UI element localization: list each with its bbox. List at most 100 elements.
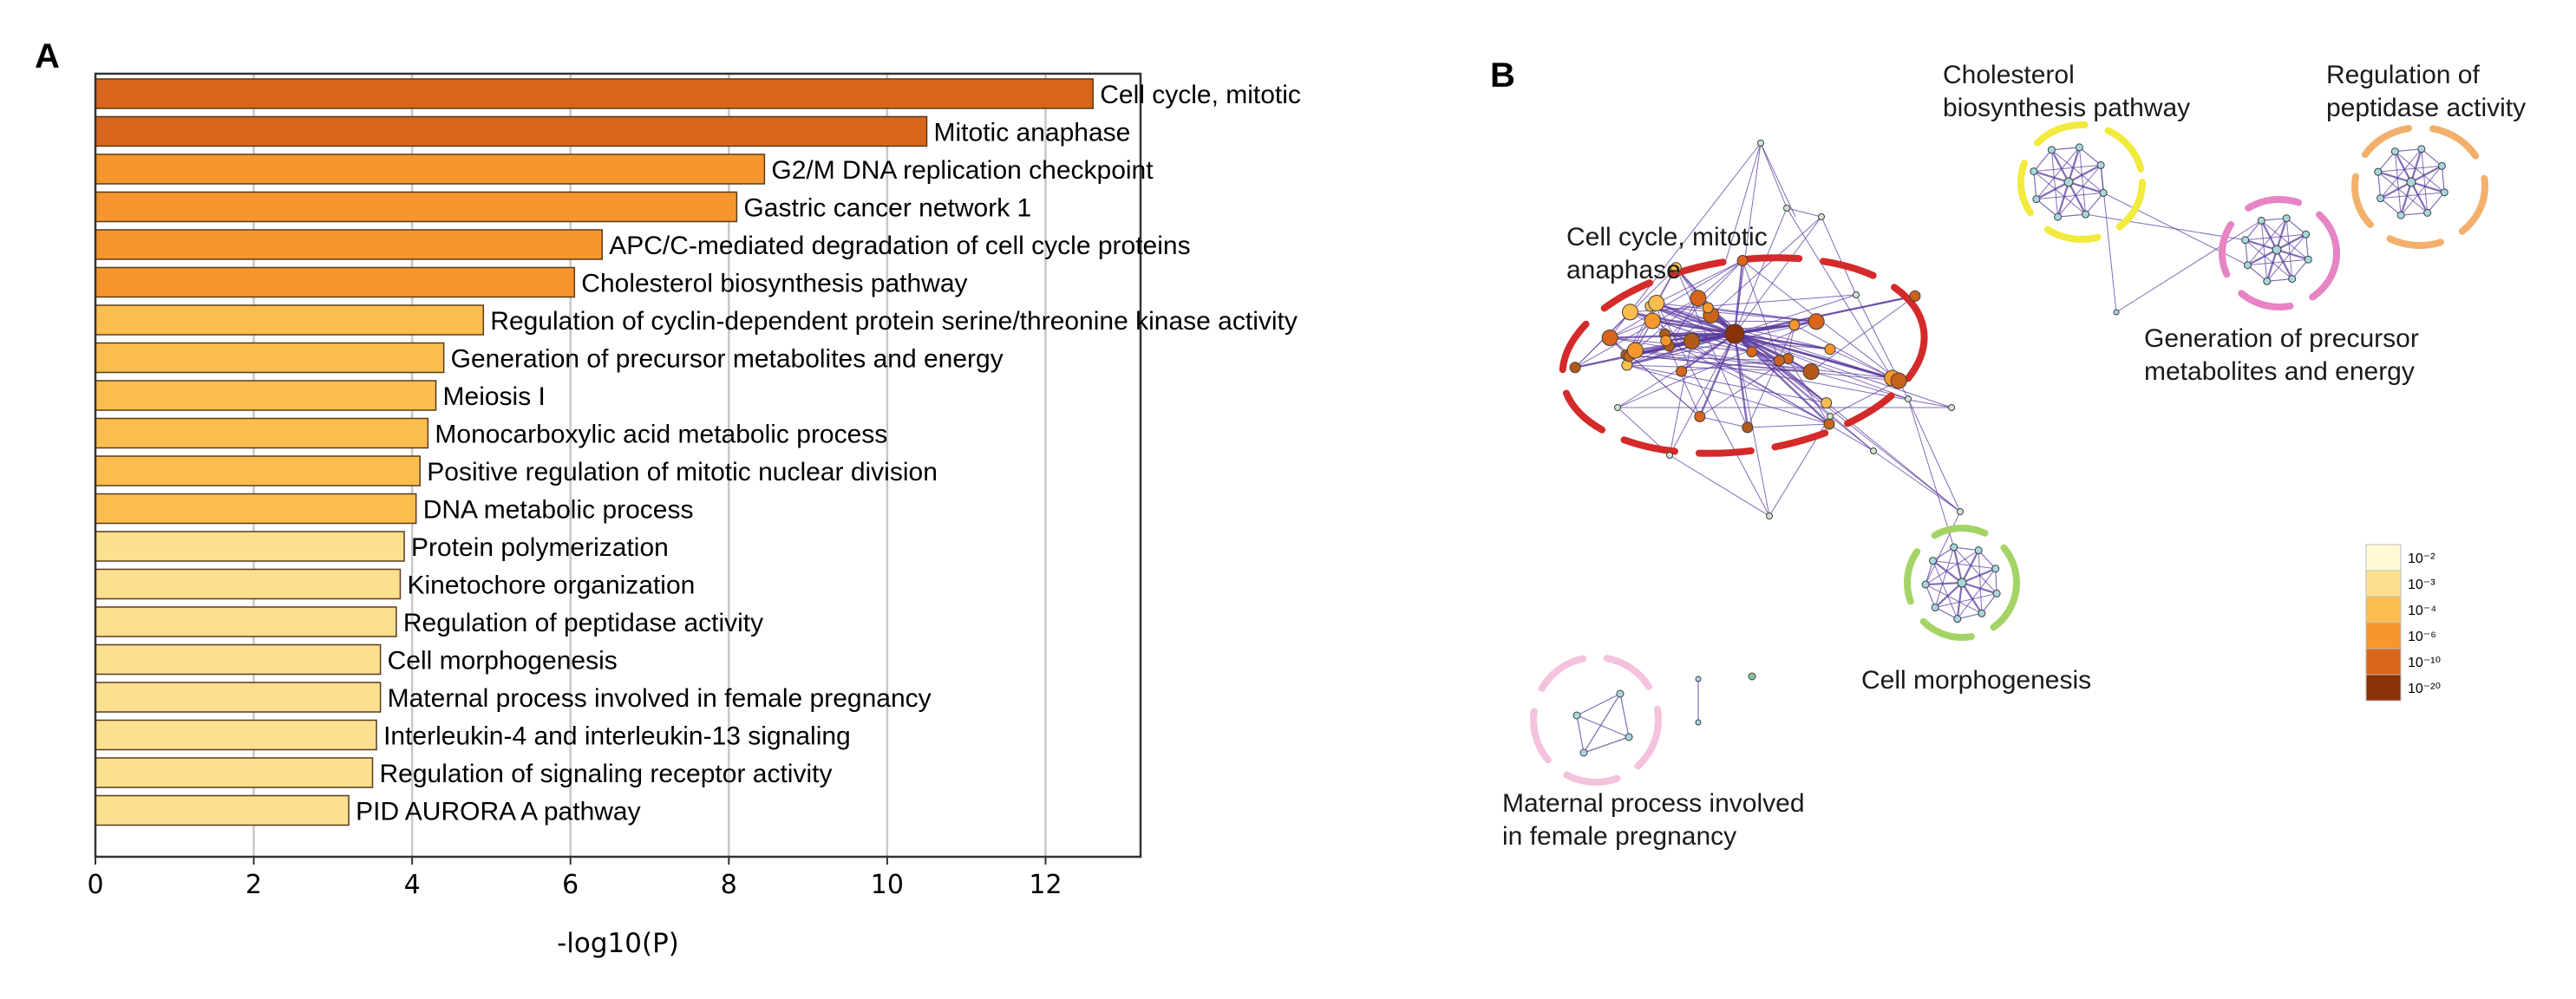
bar bbox=[95, 455, 422, 486]
network-node bbox=[1921, 580, 1930, 589]
network-edge bbox=[2400, 166, 2442, 216]
network-edge bbox=[2100, 165, 2117, 313]
network-node bbox=[1931, 604, 1939, 612]
network-edge bbox=[1734, 332, 1812, 373]
network-node bbox=[2288, 275, 2297, 284]
bar-label: Cell morphogenesis bbox=[388, 647, 618, 676]
cluster-label: Cholesterol bbox=[1943, 61, 2075, 89]
network-edge bbox=[2245, 238, 2278, 251]
network-edge bbox=[1650, 305, 1780, 362]
bar-label: G2/M DNA replication checkpoint bbox=[771, 156, 1154, 185]
network-edge bbox=[1925, 550, 1979, 585]
cluster-labels: Cell cycle, mitotic anaphase Cholesterol bi… bbox=[1502, 61, 2526, 851]
bar bbox=[95, 417, 429, 449]
network-edge bbox=[1734, 294, 1857, 335]
network-edge bbox=[1628, 267, 1677, 357]
network-edge bbox=[1932, 560, 1996, 570]
bar bbox=[95, 719, 377, 751]
bar-label: APC/C-mediated degradation of cell cycle… bbox=[609, 232, 1190, 260]
bar-label: Generation of precursor metabolites and … bbox=[451, 345, 1004, 374]
network-edge bbox=[1576, 715, 1630, 738]
x-axis-title: -log10(P) bbox=[557, 928, 679, 959]
network-edge bbox=[2057, 213, 2086, 218]
bar bbox=[95, 682, 382, 713]
network-edge bbox=[2056, 181, 2070, 218]
network-edge bbox=[1961, 567, 1997, 584]
bar-label: Regulation of cyclin-dependent protein s… bbox=[490, 307, 1298, 336]
network-node bbox=[1670, 262, 1682, 274]
network-edge bbox=[1626, 364, 1830, 425]
network-node bbox=[1748, 672, 1756, 681]
network-edge bbox=[1961, 581, 1997, 595]
cluster-label: in female pregnancy bbox=[1502, 822, 1736, 851]
network-node bbox=[1905, 395, 1912, 402]
network-edge bbox=[2409, 148, 2422, 183]
panel-a-bar-chart: 0 2 4 6 8 10 12 Cell cycle, mitotic Mitotic ana… bbox=[87, 72, 1301, 959]
network-edge bbox=[1699, 415, 1748, 428]
bars bbox=[95, 78, 1094, 826]
network-edge bbox=[1925, 584, 1982, 614]
network-edge bbox=[1656, 303, 1770, 517]
network-edge bbox=[2036, 199, 2058, 218]
cluster-label: Generation of precursor bbox=[2144, 324, 2419, 353]
network-node bbox=[1788, 319, 1801, 331]
network-node bbox=[2054, 212, 2063, 221]
network-node bbox=[1821, 397, 1833, 409]
network-node bbox=[2243, 261, 2252, 270]
network-edge bbox=[1656, 302, 1899, 382]
network-edge bbox=[2380, 181, 2412, 199]
network-node bbox=[2440, 188, 2449, 197]
network-edge bbox=[1665, 340, 1830, 425]
network-edge bbox=[1934, 607, 1958, 620]
network-node bbox=[1992, 589, 2001, 597]
network-node bbox=[1808, 313, 1825, 330]
network-edge bbox=[1932, 559, 1963, 584]
network-node bbox=[1948, 404, 1955, 411]
network-node bbox=[2374, 167, 2383, 176]
network-node bbox=[2241, 236, 2250, 245]
network-edge bbox=[1629, 356, 1780, 362]
network-edge bbox=[2078, 147, 2087, 215]
network-edge bbox=[2377, 151, 2396, 173]
network-edge bbox=[1981, 593, 1997, 614]
network-node bbox=[2396, 211, 2405, 219]
network-node bbox=[1950, 543, 1958, 552]
network-node bbox=[2047, 146, 2056, 154]
network-node bbox=[1818, 213, 1825, 220]
network-edge bbox=[2266, 233, 2306, 282]
plot-frame bbox=[94, 72, 1142, 859]
bar bbox=[95, 78, 1094, 109]
network-edge bbox=[2051, 149, 2104, 193]
network-edge bbox=[1873, 450, 1961, 513]
x-tick-label: 12 bbox=[1029, 870, 1062, 900]
network-edge bbox=[1925, 581, 1963, 586]
network-edge bbox=[2033, 171, 2037, 199]
network-edge bbox=[1821, 216, 1857, 296]
network-edge bbox=[2247, 258, 2309, 266]
network-edge bbox=[2410, 181, 2429, 213]
network-edge bbox=[2395, 151, 2445, 193]
cluster-ring bbox=[1904, 525, 2020, 641]
network-edge bbox=[2033, 170, 2069, 184]
network-edge bbox=[1617, 321, 1817, 408]
network-edge bbox=[1576, 715, 1585, 754]
network-edge bbox=[1760, 142, 1796, 218]
network-node bbox=[1572, 711, 1581, 720]
cluster-ring bbox=[1530, 654, 1662, 786]
bar bbox=[95, 493, 417, 525]
network-node bbox=[2272, 245, 2282, 255]
network-edge bbox=[1583, 693, 1621, 754]
network-edge bbox=[2245, 239, 2248, 265]
network-node bbox=[1683, 332, 1700, 349]
legend-swatch bbox=[2365, 596, 2402, 624]
network-node bbox=[1853, 291, 1860, 298]
bar-label: Positive regulation of mitotic nuclear d… bbox=[427, 458, 938, 486]
network-node bbox=[1614, 404, 1621, 411]
network-edge bbox=[2033, 164, 2102, 173]
network-node bbox=[1694, 410, 1706, 422]
network-edge bbox=[1609, 142, 1762, 338]
network-edge bbox=[2245, 233, 2306, 241]
network-edge bbox=[2377, 172, 2382, 199]
network-edge bbox=[1907, 398, 1955, 548]
x-tick-label: 4 bbox=[404, 870, 421, 900]
